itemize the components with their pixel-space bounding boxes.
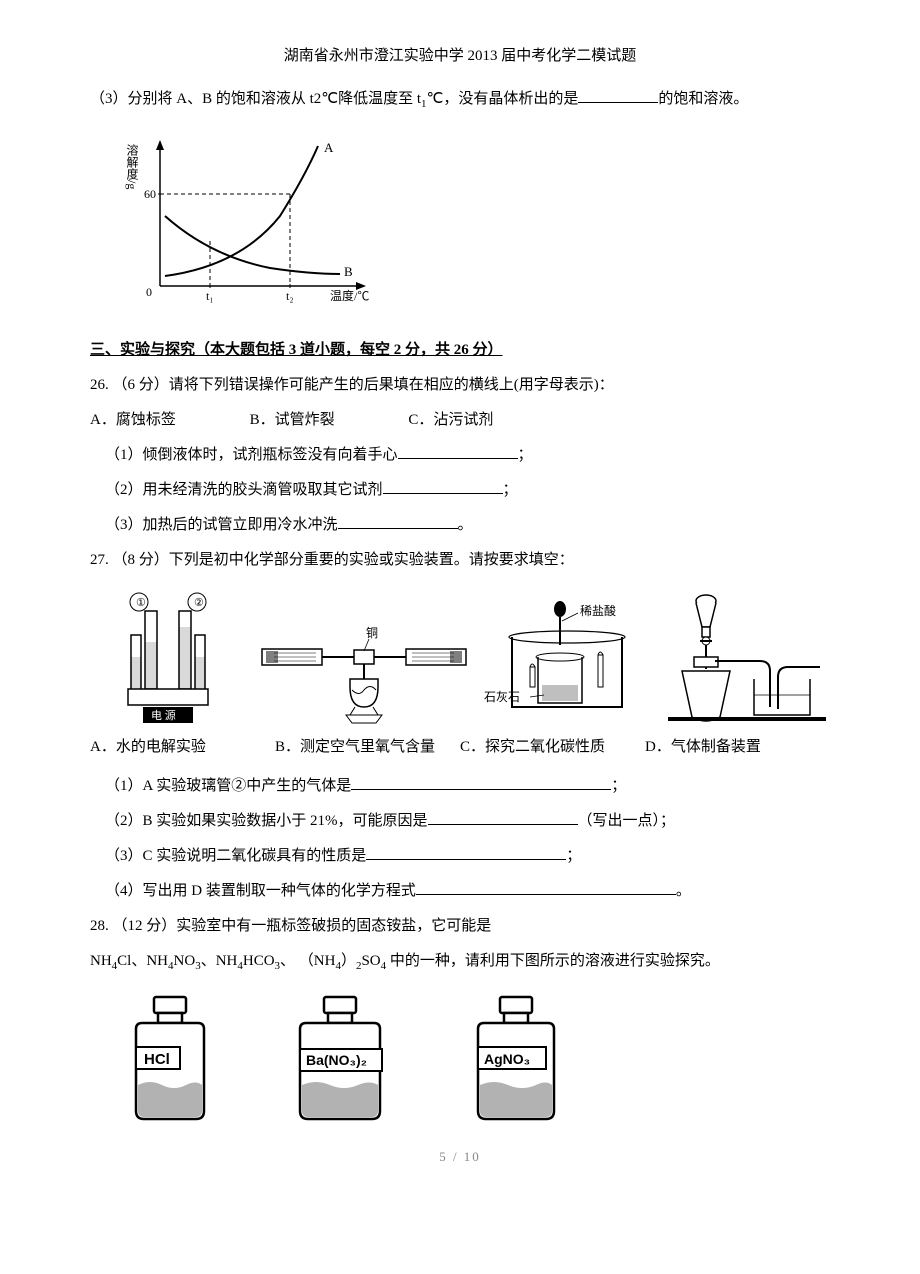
bottle-hcl: HCl (120, 993, 220, 1123)
svg-text:稀盐酸: 稀盐酸 (580, 603, 616, 618)
svg-text:Ba(NO₃)₂: Ba(NO₃)₂ (306, 1052, 367, 1068)
svg-text:铜: 铜 (366, 625, 378, 640)
q26-p1: （1）倾倒液体时，试剂瓶标签没有向着手心 ； (90, 439, 830, 472)
page-number: 5 / 10 (90, 1143, 830, 1172)
q27-p4-text: （4）写出用 D 装置制取一种气体的化学方程式 (105, 883, 416, 899)
q27-captions: A．水的电解实验 B．测定空气里氧气含量 C．探究二氧化碳性质 D．气体制备装置 (90, 731, 830, 764)
page-header: 湖南省永州市澄江实验中学 2013 届中考化学二模试题 (90, 40, 830, 73)
diagram-a: ① ② 电 源 (90, 587, 246, 727)
q26-optB: B．试管炸裂 (250, 404, 335, 437)
q26-p2-text: （2）用未经清洗的胶头滴管吸取其它试剂 (105, 482, 383, 498)
q27-p3: （3）C 实验说明二氧化碳具有的性质是 ； (90, 840, 830, 873)
section3-title: 三、实验与探究（本大题包括 3 道小题，每空 2 分，共 26 分） (90, 334, 830, 367)
q27-stem: 27. （8 分）下列是初中化学部分重要的实验或实验装置。请按要求填空： (90, 544, 830, 577)
bottle-agno3: AgNO₃ (460, 993, 570, 1123)
capD: D．气体制备装置 (645, 731, 830, 764)
q27-p2-blank[interactable] (428, 807, 578, 825)
q27-p1-end: ； (611, 778, 626, 794)
q26-p2: （2）用未经清洗的胶头滴管吸取其它试剂 ； (90, 474, 830, 507)
q27-p2-end: （写出一点）； (578, 813, 676, 829)
q26-stem: 26. （6 分）请将下列错误操作可能产生的后果填在相应的横线上(用字母表示)： (90, 369, 830, 402)
bottle-bano3: Ba(NO₃)₂ (280, 993, 400, 1123)
q26-p3-blank[interactable] (338, 511, 458, 529)
curve-b-label: B (344, 264, 353, 279)
q26-p1-text: （1）倾倒液体时，试剂瓶标签没有向着手心 (105, 447, 398, 463)
q27-diagrams: ① ② 电 源 (90, 587, 830, 727)
q25-p3-prefix: （3）分别将 A、B 的饱和溶液从 t2℃降低温度至 t (90, 91, 421, 107)
q26-p3-text: （3）加热后的试管立即用冷水冲洗 (105, 517, 338, 533)
reagent-bottles: HCl Ba(NO₃)₂ AgNO₃ (120, 993, 830, 1123)
q27-p1-text: （1）A 实验玻璃管②中产生的气体是 (105, 778, 351, 794)
q25-p3-suffix: 的饱和溶液。 (658, 91, 748, 107)
svg-text:①: ① (136, 597, 146, 609)
q28-line2: NH4Cl、NH4NO3、NH4HCO3、 （NH4）2SO4 中的一种，请利用… (90, 945, 830, 978)
q26-optA: A．腐蚀标签 (90, 404, 176, 437)
q27-p1: （1）A 实验玻璃管②中产生的气体是 ； (90, 770, 830, 803)
chart-ylabel: 溶解度/g (125, 143, 139, 190)
q26-p3-end: 。 (458, 517, 473, 533)
q26-p1-blank[interactable] (398, 441, 518, 459)
diagram-d (660, 587, 830, 727)
diagram-c: 稀盐酸 石灰石 (482, 597, 652, 727)
diagram-b: 铜 (254, 607, 474, 727)
svg-text:0: 0 (146, 285, 152, 299)
q28-stem: 28. （12 分）实验室中有一瓶标签破损的固态铵盐，它可能是 (90, 910, 830, 943)
q27-p3-blank[interactable] (366, 842, 566, 860)
q27-p3-text: （3）C 实验说明二氧化碳具有的性质是 (105, 848, 366, 864)
chart-t1: t₁ (206, 289, 214, 303)
q27-p4-end: 。 (676, 883, 691, 899)
header-title: 湖南省永州市澄江实验中学 2013 届中考化学二模试题 (284, 48, 637, 64)
q25-blank[interactable] (578, 85, 658, 103)
q27-p2: （2）B 实验如果实验数据小于 21%，可能原因是 （写出一点）； (90, 805, 830, 838)
svg-text:②: ② (194, 597, 204, 609)
curve-a-label: A (324, 140, 334, 155)
q27-p2-text: （2）B 实验如果实验数据小于 21%，可能原因是 (105, 813, 428, 829)
q25-part3: （3）分别将 A、B 的饱和溶液从 t2℃降低温度至 t1℃，没有晶体析出的是的… (90, 83, 830, 116)
q25-p3-mid: ℃，没有晶体析出的是 (427, 91, 579, 107)
svg-text:HCl: HCl (144, 1051, 170, 1068)
q26-p2-end: ； (503, 482, 518, 498)
q26-p1-end: ； (518, 447, 533, 463)
capB: B．测定空气里氧气含量 (275, 731, 460, 764)
q26-options: A．腐蚀标签 B．试管炸裂 C．沾污试剂 (90, 404, 830, 437)
chart-xlabel: 温度/℃ (330, 288, 369, 303)
q26-p3: （3）加热后的试管立即用冷水冲洗 。 (90, 509, 830, 542)
svg-text:电 源: 电 源 (151, 708, 176, 722)
chart-t2: t₂ (286, 289, 294, 303)
solubility-chart: 溶解度/g 60 0 t₁ t₂ 温度/℃ A B (120, 126, 830, 319)
q27-p1-blank[interactable] (351, 772, 611, 790)
q26-p2-blank[interactable] (383, 476, 503, 494)
q26-optC: C．沾污试剂 (408, 404, 493, 437)
q27-p3-end: ； (566, 848, 581, 864)
svg-text:AgNO₃: AgNO₃ (484, 1051, 530, 1067)
capA: A．水的电解实验 (90, 731, 275, 764)
svg-text:石灰石: 石灰石 (484, 690, 520, 704)
q27-p4: （4）写出用 D 装置制取一种气体的化学方程式 。 (90, 875, 830, 908)
q27-p4-blank[interactable] (416, 877, 676, 895)
chart-ymark: 60 (144, 187, 156, 201)
capC: C．探究二氧化碳性质 (460, 731, 645, 764)
